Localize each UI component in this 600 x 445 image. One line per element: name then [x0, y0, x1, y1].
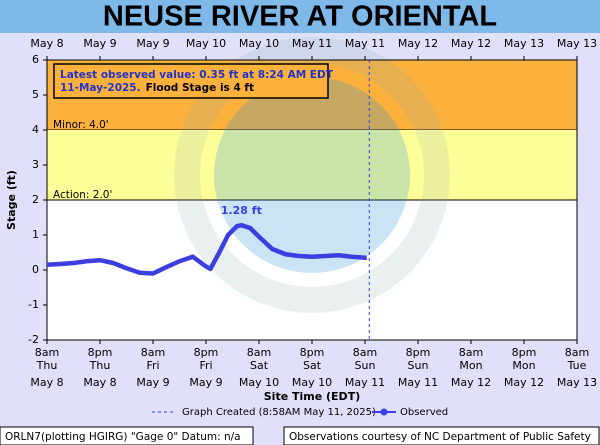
legend-marker [380, 408, 388, 416]
top-date-label: May 9 [136, 37, 169, 50]
x-tick-date: May 9 [136, 376, 169, 389]
x-tick-label: 8am [459, 346, 483, 359]
x-tick-day: Thu [36, 359, 58, 372]
x-tick-day: Sun [355, 359, 376, 372]
x-tick-label: 8pm [406, 346, 431, 359]
x-tick-date: May 9 [189, 376, 222, 389]
x-tick-day: Sat [250, 359, 269, 372]
y-tick-label: 2 [32, 193, 39, 206]
x-tick-day: Fri [146, 359, 159, 372]
x-tick-date: May 11 [345, 376, 385, 389]
x-tick-date: May 12 [504, 376, 544, 389]
y-tick-label: 1 [32, 228, 39, 241]
top-date-label: May 13 [504, 37, 544, 50]
top-date-label: May 12 [398, 37, 438, 50]
threshold-label: Minor: 4.0' [53, 119, 109, 131]
series-line [46, 222, 368, 276]
top-date-label: May 8 [30, 37, 63, 50]
y-tick-label: 6 [32, 53, 39, 66]
x-tick-day: Mon [512, 359, 535, 372]
x-tick-date: May 11 [398, 376, 438, 389]
x-tick-day: Tue [567, 359, 587, 372]
chart-title: NEUSE RIVER AT ORIENTAL [103, 1, 497, 33]
y-tick-label: 3 [32, 158, 39, 171]
footer-left: ORLN7(plotting HGIRG) "Gage 0" Datum: n/… [5, 431, 241, 443]
x-tick-date: May 8 [83, 376, 116, 389]
x-tick-label: 8am [565, 346, 589, 359]
top-date-label: May 11 [292, 37, 332, 50]
x-tick-date: May 10 [239, 376, 279, 389]
threshold-label: Action: 2.0' [53, 189, 112, 201]
footer-box [283, 426, 600, 445]
y-tick-label: 4 [32, 123, 39, 136]
legend-label: Graph Created (8:58AM May 11, 2025) [182, 407, 376, 418]
legend-label: Observed [400, 407, 448, 418]
annotation-box [53, 63, 329, 99]
top-date-label: May 12 [451, 37, 491, 50]
flood-band [47, 130, 577, 200]
x-tick-label: 8am [353, 346, 377, 359]
top-date-label: May 9 [83, 37, 116, 50]
watermark [214, 77, 410, 273]
top-date-label: May 11 [345, 37, 385, 50]
x-tick-day: Thu [89, 359, 111, 372]
x-tick-day: Mon [459, 359, 482, 372]
y-tick-label: 0 [32, 263, 39, 276]
x-tick-day: Sat [303, 359, 322, 372]
annotation: Latest observed value: 0.35 ft at 8:24 A… [60, 69, 334, 81]
footer-box [0, 426, 254, 445]
top-date-label: May 13 [557, 37, 597, 50]
x-tick-day: Fri [199, 359, 212, 372]
top-date-label: May 10 [239, 37, 279, 50]
y-axis-label: Stage (ft) [5, 170, 18, 230]
footer-right: Observations courtesy of NC Department o… [289, 431, 591, 443]
watermark [174, 37, 450, 313]
title-bar [0, 0, 600, 33]
x-tick-label: 8pm [300, 346, 325, 359]
annotation: 11-May-2025. [60, 82, 141, 94]
peak-label: 1.28 ft [221, 204, 262, 217]
x-tick-date: May 12 [451, 376, 491, 389]
y-tick-label: -1 [28, 298, 39, 311]
x-tick-date: May 13 [557, 376, 597, 389]
x-tick-label: 8am [247, 346, 271, 359]
x-tick-label: 8am [35, 346, 59, 359]
x-tick-label: 8pm [194, 346, 219, 359]
y-tick-label: 5 [32, 88, 39, 101]
annotation: Flood Stage is 4 ft [146, 82, 254, 94]
top-date-label: May 10 [186, 37, 226, 50]
x-tick-label: 8pm [88, 346, 113, 359]
y-tick-label: -2 [28, 333, 39, 346]
x-tick-date: May 8 [30, 376, 63, 389]
x-tick-label: 8pm [512, 346, 537, 359]
x-tick-label: 8am [141, 346, 165, 359]
x-tick-date: May 10 [292, 376, 332, 389]
x-tick-day: Sun [408, 359, 429, 372]
x-axis-label: Site Time (EDT) [264, 390, 360, 403]
